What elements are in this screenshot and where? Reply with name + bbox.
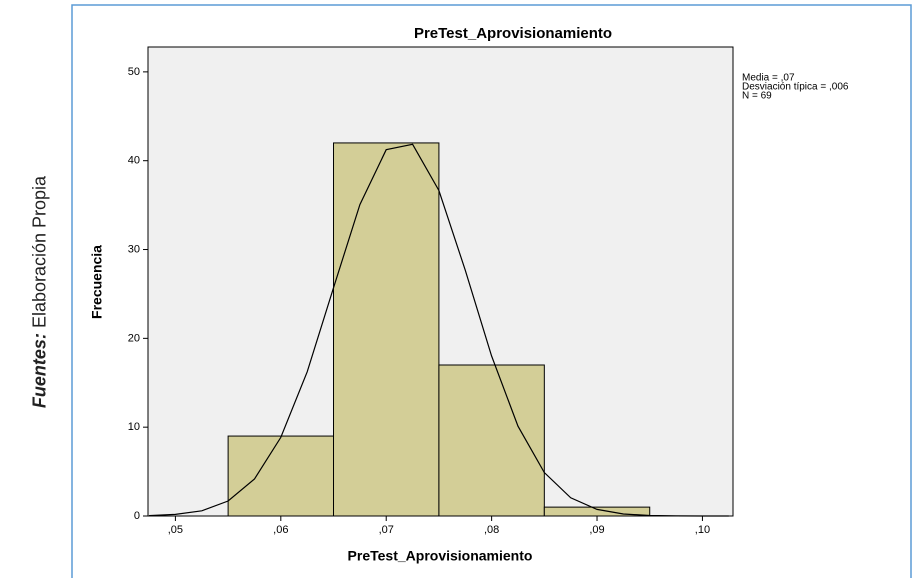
y-tick-label: 50	[128, 66, 140, 78]
x-tick-label: ,08	[484, 524, 499, 536]
y-tick-label: 30	[128, 243, 140, 255]
bar	[227, 435, 335, 517]
y-tick-label: 20	[128, 332, 140, 344]
bar	[438, 364, 545, 517]
source-note: Fuentes: Elaboración Propia	[30, 176, 51, 408]
y-axis-label: Frecuencia	[89, 245, 105, 319]
x-tick-label: ,10	[695, 524, 710, 536]
stats-annotation: N = 69	[742, 91, 772, 102]
x-tick-label: ,07	[379, 524, 394, 536]
source-label: Fuentes:	[29, 333, 50, 409]
x-tick-label: ,05	[168, 524, 183, 536]
source-text: Elaboración Propia	[29, 175, 50, 329]
x-axis-label: PreTest_Aprovisionamiento	[348, 548, 533, 564]
chart-title: PreTest_Aprovisionamiento	[414, 25, 612, 42]
x-tick-label: ,06	[273, 524, 288, 536]
y-tick-label: 40	[128, 155, 140, 167]
stats-annotation: Desviación típica = ,006	[742, 82, 849, 93]
stats-annotation: Media = ,07	[742, 73, 795, 84]
normal-curve	[149, 143, 729, 517]
frame	[71, 4, 912, 578]
bar	[543, 506, 651, 517]
y-tick-label: 10	[128, 421, 140, 433]
bar	[333, 142, 440, 517]
y-tick-label: 0	[134, 510, 140, 522]
x-tick-label: ,09	[589, 524, 604, 536]
